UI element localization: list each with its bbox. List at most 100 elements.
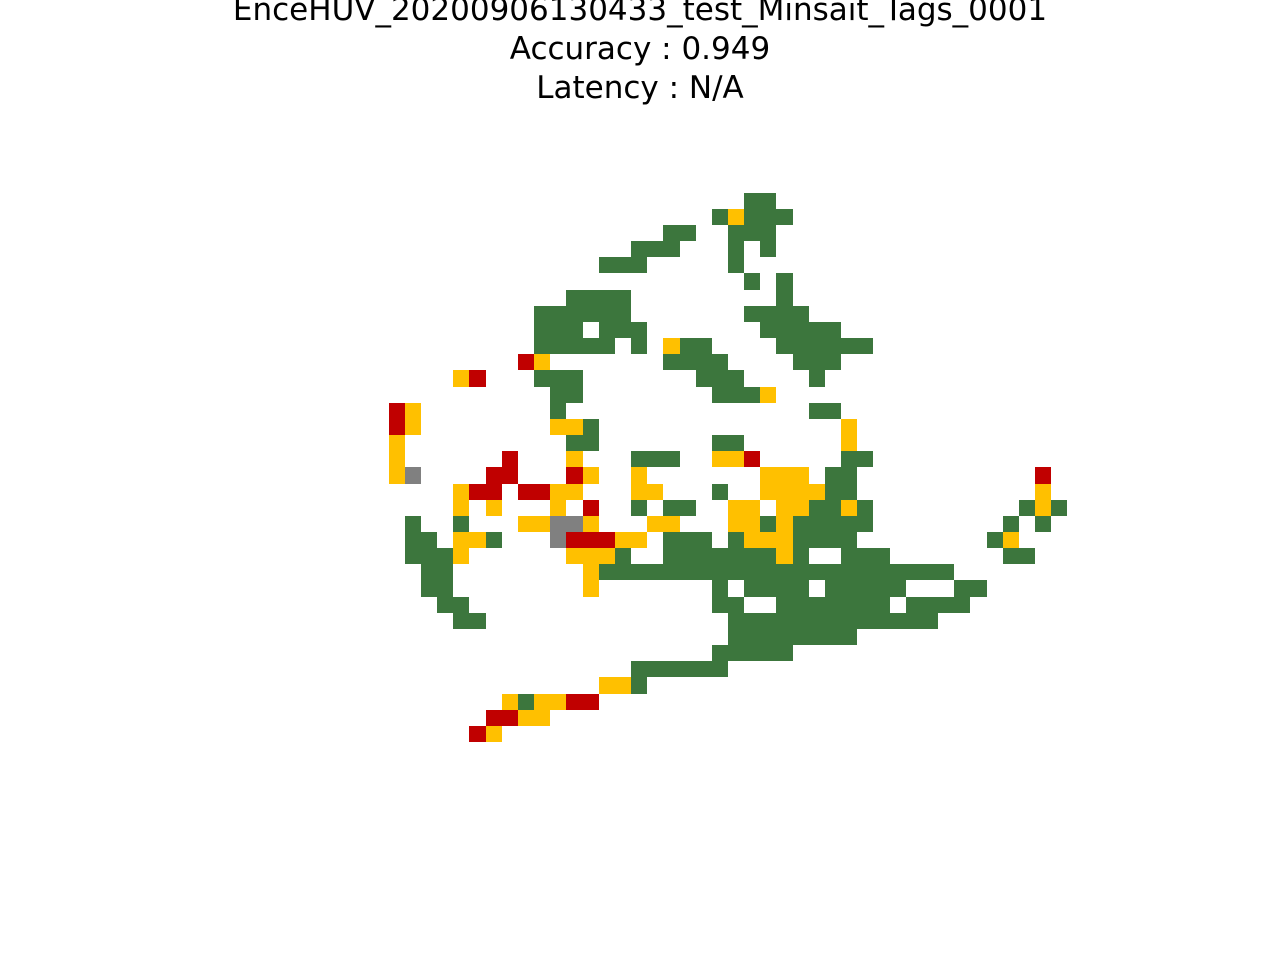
correct-cell [857, 338, 873, 354]
partial-cell [583, 580, 599, 597]
correct-cell [841, 564, 857, 580]
correct-cell [809, 629, 825, 645]
correct-cell [744, 193, 760, 209]
partial-cell [744, 500, 760, 516]
correct-cell [954, 597, 970, 613]
correct-cell [873, 564, 890, 580]
correct-cell [987, 532, 1003, 548]
correct-cell [534, 370, 550, 387]
partial-cell [486, 726, 502, 742]
partial-cell [453, 500, 469, 516]
correct-cell [922, 564, 938, 580]
partial-cell [809, 484, 825, 500]
correct-cell [550, 370, 566, 387]
correct-cell [712, 645, 728, 661]
correct-cell [776, 613, 793, 629]
correct-cell [857, 580, 873, 597]
correct-cell [809, 370, 825, 387]
correct-cell [728, 257, 744, 273]
correct-cell [599, 306, 615, 322]
partial-cell [760, 532, 776, 548]
correct-cell [760, 548, 776, 564]
correct-cell [857, 451, 873, 467]
correct-cell [696, 354, 712, 370]
correct-cell [421, 548, 437, 564]
correct-cell [728, 629, 744, 645]
correct-cell [841, 532, 857, 548]
correct-cell [744, 225, 760, 241]
correct-cell [809, 322, 825, 338]
correct-cell [760, 613, 776, 629]
correct-cell [680, 532, 696, 548]
correct-cell [680, 354, 696, 370]
correct-cell [776, 629, 793, 645]
correct-cell [841, 597, 857, 613]
partial-cell [599, 677, 615, 694]
correct-cell [728, 564, 744, 580]
correct-cell [453, 613, 469, 629]
correct-cell [663, 661, 680, 677]
correct-cell [728, 597, 744, 613]
correct-cell [841, 338, 857, 354]
partial-cell [566, 419, 583, 435]
correct-cell [728, 548, 744, 564]
correct-cell [825, 484, 841, 500]
correct-cell [825, 467, 841, 484]
correct-cell [841, 548, 857, 564]
correct-cell [841, 451, 857, 467]
correct-cell [1035, 516, 1051, 532]
correct-cell [793, 516, 809, 532]
error-cell [566, 532, 583, 548]
partial-cell [599, 548, 615, 564]
correct-cell [631, 500, 647, 516]
correct-cell [566, 435, 583, 451]
partial-cell [550, 484, 566, 500]
correct-cell [890, 580, 906, 597]
correct-cell [680, 564, 696, 580]
correct-cell [809, 338, 825, 354]
correct-cell [841, 484, 857, 500]
correct-cell [696, 338, 712, 354]
correct-cell [809, 500, 825, 516]
correct-cell [728, 435, 744, 451]
correct-cell [890, 564, 906, 580]
correct-cell [857, 613, 873, 629]
correct-cell [712, 370, 728, 387]
partial-cell [647, 516, 663, 532]
error-cell [389, 403, 405, 419]
correct-cell [696, 661, 712, 677]
correct-cell [1003, 548, 1019, 564]
partial-cell [566, 548, 583, 564]
correct-cell [793, 306, 809, 322]
correct-cell [970, 580, 987, 597]
unknown-cell [550, 532, 566, 548]
correct-cell [825, 500, 841, 516]
error-cell [486, 467, 502, 484]
correct-cell [857, 564, 873, 580]
partial-cell [453, 484, 469, 500]
correct-cell [663, 500, 680, 516]
correct-cell [680, 500, 696, 516]
correct-cell [631, 338, 647, 354]
correct-cell [825, 564, 841, 580]
correct-cell [776, 322, 793, 338]
correct-cell [663, 451, 680, 467]
correct-cell [793, 564, 809, 580]
correct-cell [776, 273, 793, 290]
error-cell [583, 532, 599, 548]
correct-cell [857, 597, 873, 613]
correct-cell [680, 548, 696, 564]
correct-cell [793, 322, 809, 338]
partial-cell [583, 516, 599, 532]
error-cell [599, 532, 615, 548]
error-cell [566, 694, 583, 710]
correct-cell [776, 290, 793, 306]
correct-cell [405, 548, 421, 564]
correct-cell [760, 193, 776, 209]
correct-cell [825, 354, 841, 370]
correct-cell [712, 387, 728, 403]
correct-cell [841, 580, 857, 597]
correct-cell [583, 306, 599, 322]
partial-cell [712, 451, 728, 467]
